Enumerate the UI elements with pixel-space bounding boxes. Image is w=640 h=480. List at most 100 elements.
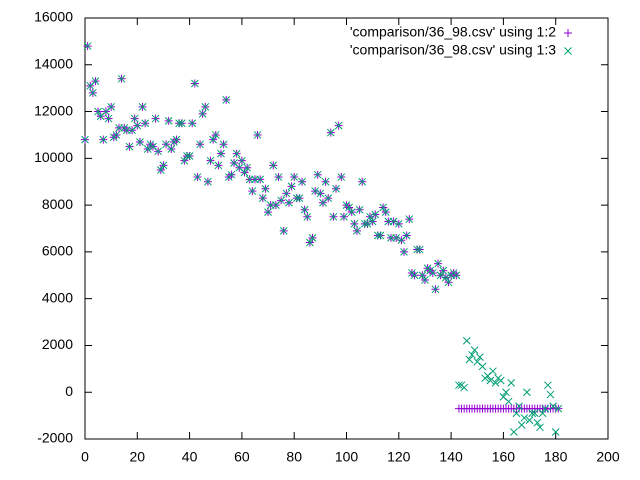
point <box>232 149 241 158</box>
point <box>243 163 251 172</box>
point <box>368 217 377 226</box>
point <box>91 77 100 86</box>
point <box>381 208 390 216</box>
point <box>515 402 523 411</box>
point <box>201 103 210 111</box>
point <box>324 194 333 202</box>
point <box>261 184 270 193</box>
point <box>292 194 301 202</box>
point <box>402 231 411 240</box>
point <box>431 285 440 294</box>
point <box>329 212 338 221</box>
point <box>258 194 267 202</box>
point <box>334 121 343 130</box>
x-tick-label: 60 <box>234 449 250 465</box>
point <box>510 428 518 436</box>
y-tick-label: 14000 <box>34 55 73 71</box>
y-tick-label: 2000 <box>42 336 73 352</box>
point <box>240 168 249 177</box>
point <box>442 273 450 282</box>
point <box>295 194 304 202</box>
point <box>253 131 262 139</box>
point <box>418 271 427 280</box>
y-tick-label: 10000 <box>34 149 73 165</box>
point <box>541 404 550 413</box>
point <box>358 177 367 186</box>
point <box>538 409 547 418</box>
point <box>345 203 353 212</box>
point <box>360 219 369 228</box>
point <box>211 131 220 139</box>
point <box>444 278 453 287</box>
point <box>366 212 374 221</box>
point <box>468 350 476 359</box>
point <box>462 336 471 345</box>
point <box>536 423 544 432</box>
legend-marker <box>564 29 572 37</box>
point <box>405 215 414 223</box>
point <box>434 259 442 268</box>
point <box>209 135 217 144</box>
point <box>206 156 215 165</box>
point <box>117 74 126 83</box>
point <box>355 205 364 214</box>
point <box>530 409 539 418</box>
point <box>143 145 152 153</box>
point <box>99 135 108 144</box>
point <box>353 226 361 235</box>
point <box>376 231 385 240</box>
point <box>486 376 495 385</box>
x-tick-label: 160 <box>492 449 516 465</box>
point <box>177 119 186 128</box>
point <box>337 173 346 181</box>
x-tick-label: 0 <box>81 449 89 465</box>
point <box>269 161 278 170</box>
point <box>504 397 513 406</box>
point <box>167 145 176 153</box>
point <box>94 107 102 116</box>
point <box>517 421 526 429</box>
point <box>190 79 199 88</box>
point <box>227 170 236 179</box>
point <box>83 42 92 50</box>
y-tick-label: 8000 <box>42 196 73 212</box>
plot-frame <box>84 17 609 440</box>
point <box>363 219 372 228</box>
legend-marker <box>564 47 572 55</box>
point <box>439 266 448 275</box>
point <box>507 379 516 387</box>
point <box>81 135 89 144</box>
point <box>313 170 322 179</box>
point <box>410 271 419 280</box>
point <box>290 173 299 181</box>
point <box>256 175 265 184</box>
point <box>279 226 288 235</box>
point <box>350 219 359 228</box>
point <box>308 234 317 242</box>
point <box>460 383 469 392</box>
point <box>455 381 463 390</box>
y-tick-label: 4000 <box>42 289 73 305</box>
point <box>274 173 283 181</box>
point <box>465 355 474 364</box>
point <box>392 234 401 242</box>
point <box>340 212 348 221</box>
point <box>303 212 312 221</box>
point <box>185 152 194 160</box>
point <box>183 152 191 160</box>
point <box>489 367 497 376</box>
x-tick-label: 40 <box>182 449 198 465</box>
point <box>533 418 542 427</box>
point <box>470 346 479 354</box>
point <box>554 404 563 413</box>
point <box>198 110 207 118</box>
x-tick-label: 120 <box>387 449 411 465</box>
point <box>421 276 429 284</box>
point <box>125 142 134 151</box>
y-tick-label: 6000 <box>42 243 73 259</box>
point <box>415 245 424 254</box>
point <box>512 409 521 418</box>
x-tick-label: 140 <box>439 449 463 465</box>
point <box>523 388 531 397</box>
point <box>389 217 398 226</box>
